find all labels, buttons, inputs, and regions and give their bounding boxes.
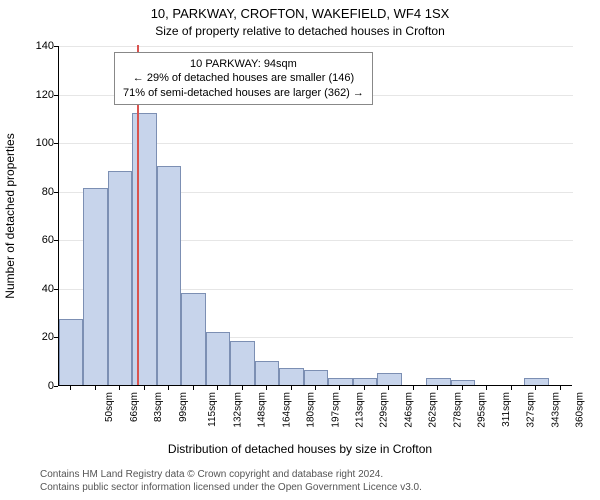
x-tick-mark — [242, 386, 243, 390]
y-tick-mark — [54, 337, 58, 338]
histogram-bar — [353, 378, 377, 385]
x-tick-mark — [291, 386, 292, 390]
y-tick-label: 20 — [12, 331, 54, 343]
y-tick-mark — [54, 386, 58, 387]
y-tick-label: 60 — [12, 234, 54, 246]
x-tick-mark — [560, 386, 561, 390]
y-axis-label: Number of detached properties — [3, 133, 17, 298]
x-tick-label: 197sqm — [330, 392, 341, 428]
x-tick-label: 360sqm — [575, 392, 586, 428]
x-tick-label: 180sqm — [306, 392, 317, 428]
histogram-bar — [328, 378, 352, 385]
x-tick-mark — [144, 386, 145, 390]
legend-line-3: 71% of semi-detached houses are larger (… — [123, 86, 364, 100]
y-tick-mark — [54, 192, 58, 193]
caption-line-2: Contains public sector information licen… — [40, 482, 422, 495]
x-tick-label: 246sqm — [404, 392, 415, 428]
x-tick-mark — [217, 386, 218, 390]
x-tick-mark — [437, 386, 438, 390]
y-tick-mark — [54, 240, 58, 241]
y-tick-mark — [54, 95, 58, 96]
x-tick-label: 311sqm — [501, 392, 512, 427]
histogram-bar — [304, 370, 328, 385]
x-tick-mark — [193, 386, 194, 390]
histogram-bar — [108, 171, 132, 385]
x-tick-mark — [119, 386, 120, 390]
y-tick-label: 80 — [12, 186, 54, 198]
histogram-bar — [230, 341, 254, 385]
x-tick-mark — [315, 386, 316, 390]
histogram-bar — [377, 373, 401, 385]
x-tick-label: 132sqm — [232, 392, 243, 428]
y-tick-label: 140 — [12, 40, 54, 52]
x-tick-mark — [339, 386, 340, 390]
x-tick-label: 295sqm — [477, 392, 488, 428]
histogram-bar — [524, 378, 548, 385]
x-tick-label: 115sqm — [207, 392, 218, 427]
histogram-bar — [206, 332, 230, 385]
caption-line-1: Contains HM Land Registry data © Crown c… — [40, 469, 422, 482]
histogram-bar — [451, 380, 475, 385]
gridline — [59, 46, 573, 47]
x-tick-mark — [388, 386, 389, 390]
histogram-bar — [426, 378, 450, 385]
histogram-bar — [181, 293, 205, 385]
x-tick-label: 164sqm — [281, 392, 292, 428]
x-tick-label: 83sqm — [153, 392, 164, 422]
x-tick-label: 148sqm — [257, 392, 268, 428]
histogram-bar — [132, 113, 156, 385]
y-tick-mark — [54, 143, 58, 144]
x-tick-mark — [364, 386, 365, 390]
x-axis-label: Distribution of detached houses by size … — [0, 442, 600, 456]
y-tick-mark — [54, 46, 58, 47]
y-tick-label: 0 — [12, 380, 54, 392]
x-tick-label: 278sqm — [452, 392, 463, 428]
caption: Contains HM Land Registry data © Crown c… — [40, 469, 422, 494]
histogram-bar — [255, 361, 279, 385]
x-tick-label: 99sqm — [178, 392, 189, 422]
legend-line-1: 10 PARKWAY: 94sqm — [123, 57, 364, 71]
y-tick-label: 100 — [12, 137, 54, 149]
x-tick-mark — [95, 386, 96, 390]
histogram-bar — [59, 319, 83, 385]
x-tick-mark — [535, 386, 536, 390]
histogram-bar — [83, 188, 107, 385]
histogram-bar — [157, 166, 181, 385]
x-tick-mark — [413, 386, 414, 390]
x-tick-label: 213sqm — [355, 392, 366, 428]
y-tick-label: 40 — [12, 283, 54, 295]
y-tick-label: 120 — [12, 89, 54, 101]
x-tick-mark — [70, 386, 71, 390]
x-tick-label: 229sqm — [379, 392, 390, 428]
x-tick-mark — [462, 386, 463, 390]
page-suptitle: 10, PARKWAY, CROFTON, WAKEFIELD, WF4 1SX — [0, 6, 600, 21]
histogram-bar — [279, 368, 303, 385]
x-tick-label: 343sqm — [550, 392, 561, 428]
y-tick-mark — [54, 289, 58, 290]
x-tick-label: 262sqm — [428, 392, 439, 428]
legend-line-2: ← 29% of detached houses are smaller (14… — [123, 71, 364, 85]
page-subtitle: Size of property relative to detached ho… — [0, 24, 600, 38]
x-tick-label: 50sqm — [104, 392, 115, 422]
x-tick-mark — [266, 386, 267, 390]
x-tick-mark — [168, 386, 169, 390]
x-tick-label: 327sqm — [526, 392, 537, 428]
x-tick-label: 66sqm — [129, 392, 140, 422]
legend-box: 10 PARKWAY: 94sqm ← 29% of detached hous… — [114, 52, 373, 105]
x-tick-mark — [486, 386, 487, 390]
x-tick-mark — [511, 386, 512, 390]
